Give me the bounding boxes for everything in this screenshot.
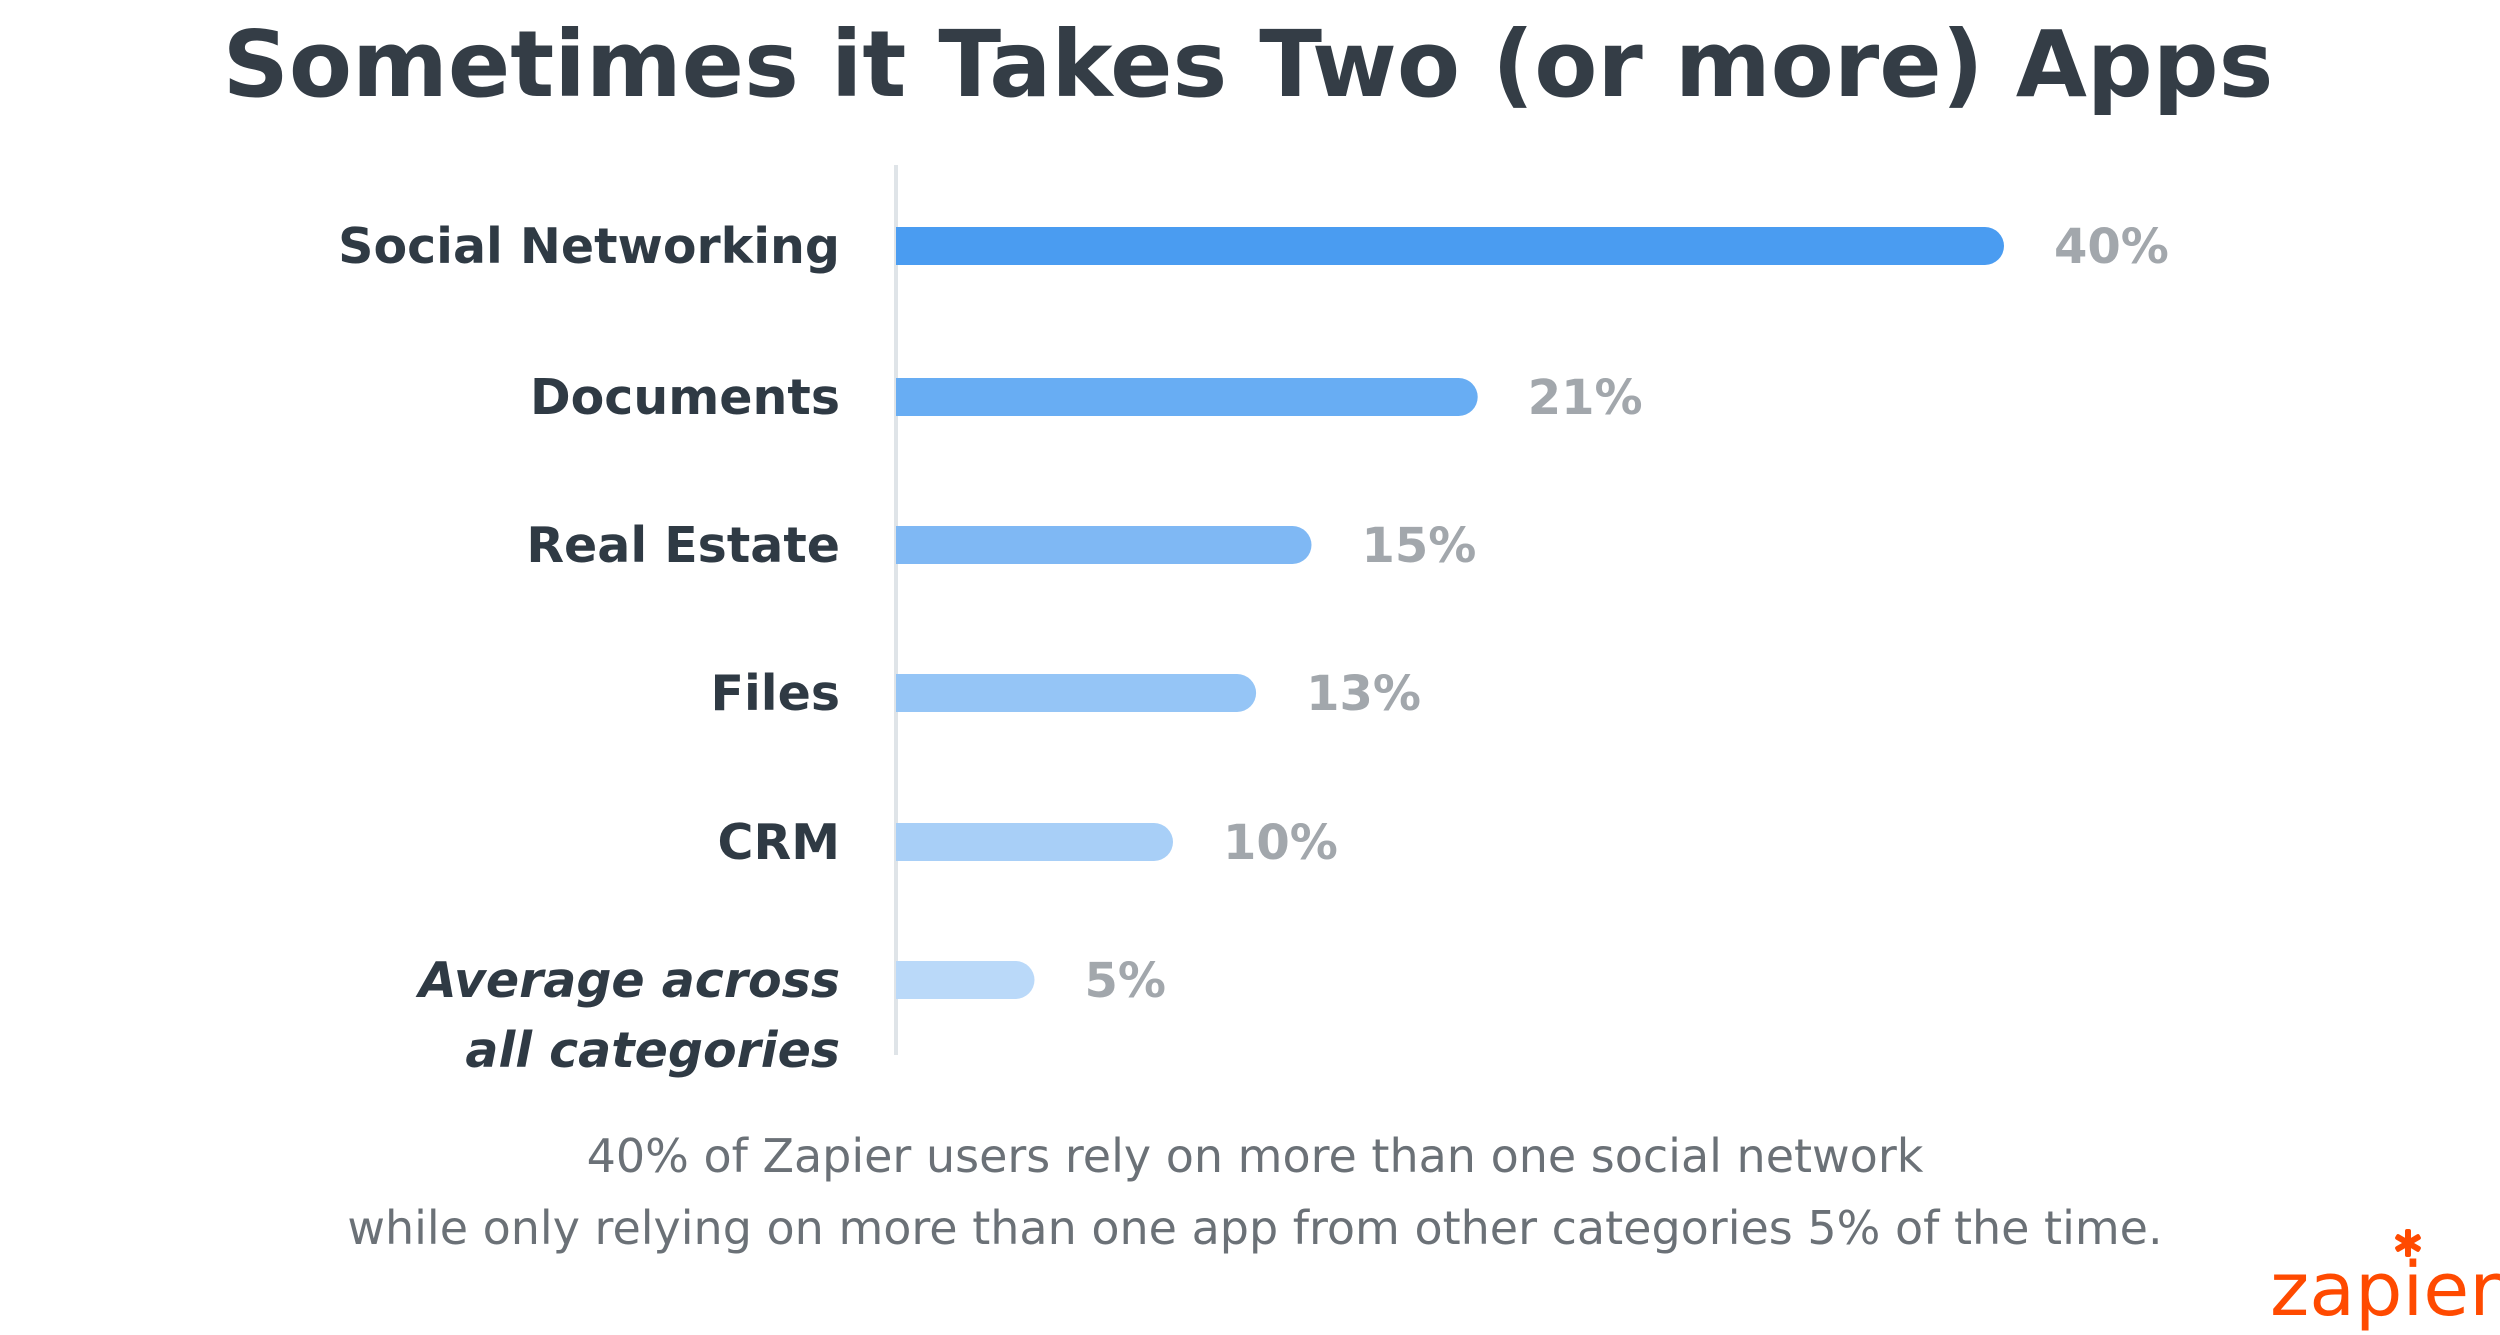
category-label: Documents xyxy=(530,369,840,426)
bar xyxy=(896,674,1257,712)
chart-title: Sometimes it Takes Two (or more) Apps xyxy=(223,11,2274,118)
bars xyxy=(896,227,2004,999)
caption-line-1: 40% of Zapier users rely on more than on… xyxy=(587,1129,1924,1183)
bar-base xyxy=(896,823,934,861)
category-label: Average across xyxy=(415,952,840,1009)
bar-base xyxy=(896,674,934,712)
brand-name: zapier xyxy=(2270,1247,2500,1333)
bar-base xyxy=(896,378,934,416)
caption-line-2: while only relying on more than one app … xyxy=(347,1201,2162,1255)
category-label: Files xyxy=(711,665,840,722)
value-label: 13% xyxy=(1306,666,1421,722)
category-label: Real Estate xyxy=(526,517,840,574)
value-label: 40% xyxy=(2054,219,2169,275)
bar xyxy=(896,823,1173,861)
zapier-logo: zapier xyxy=(2270,1229,2500,1333)
value-labels: 40% 21% 15% 13% 10% 5% xyxy=(1085,219,2169,1009)
category-label: all categories xyxy=(465,1022,840,1079)
asterisk-icon xyxy=(2395,1229,2421,1257)
bar-base xyxy=(896,526,934,564)
bar-base xyxy=(896,227,934,265)
bar xyxy=(896,227,2004,265)
bar xyxy=(896,378,1478,416)
value-label: 21% xyxy=(1528,370,1643,426)
value-label: 10% xyxy=(1223,815,1338,871)
value-label: 15% xyxy=(1362,518,1477,574)
bar-base xyxy=(896,961,934,999)
category-label: Social Networking xyxy=(338,218,840,275)
bar xyxy=(896,526,1312,564)
category-label: CRM xyxy=(718,814,840,871)
category-labels: Social Networking Documents Real Estate Fil… xyxy=(338,218,840,1079)
value-label: 5% xyxy=(1085,953,1167,1009)
